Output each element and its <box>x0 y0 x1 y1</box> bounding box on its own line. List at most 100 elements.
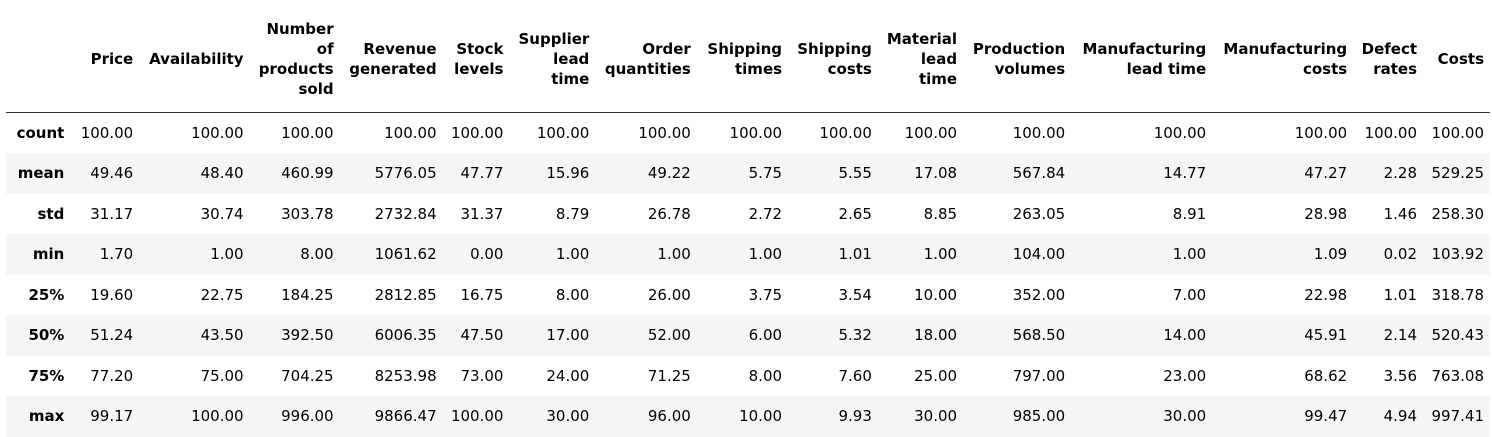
table-cell: 100.00 <box>281 124 334 142</box>
table-cell: 71.25 <box>647 366 691 385</box>
table-cell: 100.00 <box>1012 124 1066 142</box>
table-body: count 100.00 100.00 100.00 100.00 100.00 100.0… <box>6 112 1490 437</box>
column-header: Order quantities <box>595 6 697 113</box>
table-cell: 100.00 <box>1364 124 1418 142</box>
table-cell: 8.79 <box>555 204 590 223</box>
table-cell: 17.08 <box>914 164 958 183</box>
table-cell: 1.00 <box>657 245 691 264</box>
table-cell: 73.00 <box>460 366 504 385</box>
table-cell: 10.00 <box>914 285 958 304</box>
table-cell: 1.09 <box>1313 245 1348 264</box>
row-label: std <box>37 204 65 223</box>
table-cell: 8253.98 <box>374 366 437 385</box>
table-row: 50% 51.24 43.50 392.50 6006.35 47.50 17.00 52.0… <box>6 315 1490 356</box>
table-cell: 8.85 <box>923 204 958 223</box>
table-cell: 68.62 <box>1304 366 1348 385</box>
table-cell: 996.00 <box>281 407 334 426</box>
table-cell: 318.78 <box>1431 285 1485 304</box>
table-cell: 16.75 <box>460 285 504 304</box>
table-cell: 1.00 <box>748 245 783 264</box>
table-cell: 3.56 <box>1383 366 1418 385</box>
table-cell: 75.00 <box>200 366 244 385</box>
table-cell: 14.77 <box>1163 164 1207 183</box>
table-cell: 30.00 <box>546 407 590 426</box>
column-header: Number of products sold <box>249 6 340 113</box>
column-header: Material lead time <box>877 6 964 113</box>
table-cell: 100.00 <box>1153 124 1207 142</box>
table-cell: 19.60 <box>90 285 134 304</box>
table-row: std 31.17 30.74 303.78 2732.84 31.37 8.79 26.78… <box>6 193 1490 234</box>
table-cell: 24.00 <box>546 366 590 385</box>
table-cell: 100.00 <box>729 124 783 142</box>
table-cell: 797.00 <box>1012 366 1066 385</box>
table-cell: 26.00 <box>647 285 691 304</box>
table-cell: 184.25 <box>281 285 334 304</box>
column-header: Defect rates <box>1353 6 1424 113</box>
column-header: Shipping costs <box>788 6 878 113</box>
table-cell: 529.25 <box>1431 164 1485 183</box>
table-cell: 47.77 <box>460 164 504 183</box>
table-cell: 460.99 <box>281 164 334 183</box>
table-cell: 51.24 <box>90 326 134 345</box>
table-cell: 303.78 <box>281 204 334 223</box>
column-header: Supplier lead time <box>509 6 596 113</box>
table-cell: 568.50 <box>1012 326 1066 345</box>
table-cell: 100.00 <box>450 124 504 142</box>
table-cell: 5.55 <box>838 164 872 183</box>
table-cell: 100.00 <box>1431 124 1485 142</box>
header-corner <box>6 6 73 113</box>
describe-table: Price Availability Number of products so… <box>6 6 1490 437</box>
table-cell: 997.41 <box>1431 407 1485 426</box>
table-cell: 103.92 <box>1431 245 1485 264</box>
table-cell: 99.17 <box>90 407 134 426</box>
column-header: Price <box>72 6 140 113</box>
table-cell: 96.00 <box>647 407 691 426</box>
table-cell: 104.00 <box>1012 245 1066 264</box>
table-cell: 99.47 <box>1304 407 1348 426</box>
table-cell: 4.94 <box>1383 407 1418 426</box>
table-cell: 30.74 <box>200 204 244 223</box>
table-cell: 6.00 <box>748 326 783 345</box>
table-cell: 18.00 <box>914 326 958 345</box>
table-cell: 31.37 <box>460 204 504 223</box>
table-cell: 1.00 <box>923 245 958 264</box>
table-cell: 48.40 <box>200 164 244 183</box>
table-cell: 2.72 <box>748 204 783 223</box>
table-cell: 520.43 <box>1431 326 1485 345</box>
table-cell: 100.00 <box>191 124 244 142</box>
table-cell: 258.30 <box>1431 204 1485 223</box>
table-cell: 0.02 <box>1383 245 1418 264</box>
table-cell: 2.28 <box>1383 164 1418 183</box>
row-label: 75% <box>28 366 65 385</box>
table-cell: 3.54 <box>838 285 872 304</box>
table-cell: 17.00 <box>546 326 590 345</box>
table-cell: 49.22 <box>647 164 691 183</box>
table-cell: 30.00 <box>914 407 958 426</box>
table-cell: 7.00 <box>1172 285 1207 304</box>
table-cell: 30.00 <box>1163 407 1207 426</box>
table-cell: 1.00 <box>1172 245 1207 264</box>
column-header: Shipping times <box>696 6 789 113</box>
table-cell: 1061.62 <box>374 245 437 264</box>
table-cell: 1.70 <box>99 245 134 264</box>
table-cell: 49.46 <box>90 164 134 183</box>
table-row: 75% 77.20 75.00 704.25 8253.98 73.00 24.00 71.2… <box>6 355 1490 396</box>
table-cell: 23.00 <box>1163 366 1207 385</box>
table-cell: 263.05 <box>1012 204 1066 223</box>
table-cell: 5.32 <box>838 326 872 345</box>
table-cell: 8.00 <box>300 245 334 264</box>
table-cell: 1.46 <box>1383 204 1418 223</box>
table-cell: 100.00 <box>191 407 244 426</box>
header-row: Price Availability Number of products so… <box>6 6 1490 113</box>
table-cell: 45.91 <box>1304 326 1348 345</box>
table-cell: 0.00 <box>470 245 504 264</box>
table-row: 25% 19.60 22.75 184.25 2812.85 16.75 8.00 26.00… <box>6 274 1490 315</box>
table-cell: 7.60 <box>838 366 872 385</box>
table-cell: 1.01 <box>1383 285 1418 304</box>
table-cell: 47.27 <box>1304 164 1348 183</box>
table-cell: 14.00 <box>1163 326 1207 345</box>
table-cell: 43.50 <box>200 326 244 345</box>
column-header: Production volumes <box>963 6 1072 113</box>
table-row: mean 49.46 48.40 460.99 5776.05 47.77 15.96 49.… <box>6 153 1490 194</box>
